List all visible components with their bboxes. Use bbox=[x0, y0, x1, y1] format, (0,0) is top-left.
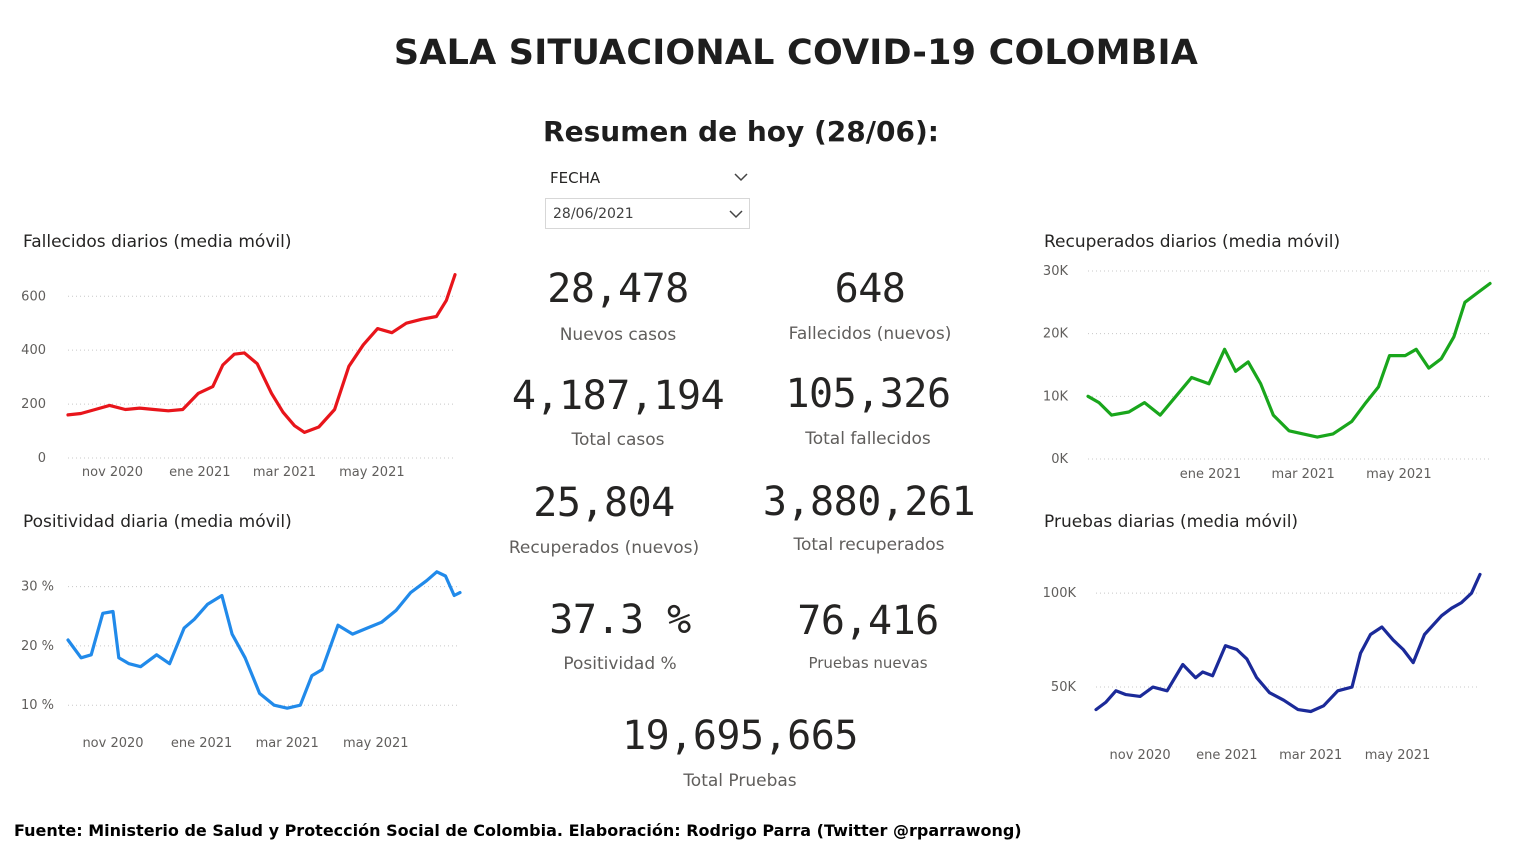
kpi-positividad-label: Positividad % bbox=[563, 654, 677, 674]
y-tick-label: 30K bbox=[1043, 264, 1069, 279]
kpi-total-fallecidos-value: 105,326 bbox=[785, 371, 951, 417]
kpi-recuperados-nuevos-value: 25,804 bbox=[533, 480, 675, 526]
x-tick-label: ene 2021 bbox=[1196, 748, 1257, 763]
chart-title-fallecidos: Fallecidos diarios (media móvil) bbox=[23, 232, 292, 252]
y-tick-label: 200 bbox=[21, 397, 46, 412]
kpi-total-recuperados-value: 3,880,261 bbox=[762, 479, 976, 525]
kpi-total-pruebas-label: Total Pruebas bbox=[683, 771, 797, 791]
x-tick-label: may 2021 bbox=[1366, 467, 1432, 482]
y-tick-label: 0K bbox=[1051, 452, 1068, 467]
y-tick-label: 20K bbox=[1043, 327, 1069, 342]
x-tick-label: nov 2020 bbox=[82, 736, 143, 751]
y-tick-label: 10K bbox=[1043, 389, 1069, 404]
chevron-down-icon[interactable] bbox=[733, 170, 749, 184]
kpi-nuevos-casos-label: Nuevos casos bbox=[559, 325, 677, 345]
y-tick-label: 30 % bbox=[21, 580, 54, 595]
x-tick-label: mar 2021 bbox=[256, 736, 319, 751]
date-slicer-dropdown[interactable]: 28/06/2021 bbox=[545, 198, 750, 229]
kpi-total-fallecidos-label: Total fallecidos bbox=[805, 429, 931, 449]
x-tick-label: may 2021 bbox=[1365, 748, 1431, 763]
x-tick-label: may 2021 bbox=[343, 736, 409, 751]
y-tick-label: 0 bbox=[38, 451, 46, 466]
source-footer: Fuente: Ministerio de Salud y Protección… bbox=[14, 821, 1022, 840]
chart-pruebas: 50K 100K nov 2020 ene 2021 mar 2021 may 2021 bbox=[1043, 572, 1482, 763]
y-tick-label: 10 % bbox=[21, 698, 54, 713]
kpi-recuperados-nuevos-label: Recuperados (nuevos) bbox=[508, 538, 700, 558]
kpi-fallecidos-nuevos-value: 648 bbox=[834, 266, 906, 312]
x-tick-label: nov 2020 bbox=[82, 465, 143, 480]
chart-title-recuperados: Recuperados diarios (media móvil) bbox=[1044, 232, 1341, 252]
y-tick-label: 100K bbox=[1043, 586, 1077, 601]
series-line-recuperados[interactable] bbox=[1086, 281, 1492, 439]
kpi-pruebas-nuevas-label: Pruebas nuevas bbox=[808, 654, 928, 672]
x-tick-label: mar 2021 bbox=[1272, 467, 1335, 482]
x-tick-label: may 2021 bbox=[339, 465, 405, 480]
date-slicer-label: FECHA bbox=[550, 169, 601, 187]
chart-title-pruebas: Pruebas diarias (media móvil) bbox=[1044, 512, 1299, 532]
x-tick-label: ene 2021 bbox=[169, 465, 230, 480]
chart-positividad: 10 % 20 % 30 % nov 2020 ene 2021 mar 2021 may … bbox=[21, 570, 462, 751]
chevron-down-icon bbox=[729, 210, 743, 219]
chart-recuperados: 0K 10K 20K 30K ene 2021 mar 2021 may 2021 bbox=[1043, 264, 1492, 482]
y-tick-label: 600 bbox=[21, 289, 46, 304]
series-line-pruebas[interactable] bbox=[1094, 572, 1482, 714]
chart-title-positividad: Positividad diaria (media móvil) bbox=[23, 512, 292, 532]
x-tick-label: mar 2021 bbox=[1279, 748, 1342, 763]
x-tick-label: ene 2021 bbox=[171, 736, 232, 751]
y-tick-label: 400 bbox=[21, 343, 46, 358]
series-line-positividad[interactable] bbox=[66, 570, 462, 710]
y-tick-label: 20 % bbox=[21, 639, 54, 654]
kpi-total-casos-value: 4,187,194 bbox=[511, 373, 725, 419]
x-tick-label: nov 2020 bbox=[1110, 748, 1171, 763]
kpi-total-casos-label: Total casos bbox=[571, 430, 665, 450]
y-tick-label: 50K bbox=[1051, 680, 1077, 695]
kpi-nuevos-casos-value: 28,478 bbox=[547, 266, 689, 312]
x-tick-label: ene 2021 bbox=[1180, 467, 1241, 482]
kpi-total-recuperados-label: Total recuperados bbox=[793, 535, 945, 555]
chart-fallecidos: 0 200 400 600 nov 2020 ene 2021 mar 2021 may 20… bbox=[21, 273, 457, 480]
date-slicer-value: 28/06/2021 bbox=[553, 206, 634, 222]
x-tick-label: mar 2021 bbox=[253, 465, 316, 480]
kpi-total-pruebas-value: 19,695,665 bbox=[622, 713, 858, 759]
page-title: SALA SITUACIONAL COVID-19 COLOMBIA bbox=[393, 33, 1199, 73]
series-line-fallecidos[interactable] bbox=[66, 273, 457, 434]
kpi-positividad-value: 37.3 % bbox=[549, 597, 691, 643]
summary-subtitle: Resumen de hoy (28/06): bbox=[543, 115, 939, 148]
kpi-pruebas-nuevas-value: 76,416 bbox=[797, 598, 939, 644]
kpi-fallecidos-nuevos-label: Fallecidos (nuevos) bbox=[788, 324, 952, 344]
